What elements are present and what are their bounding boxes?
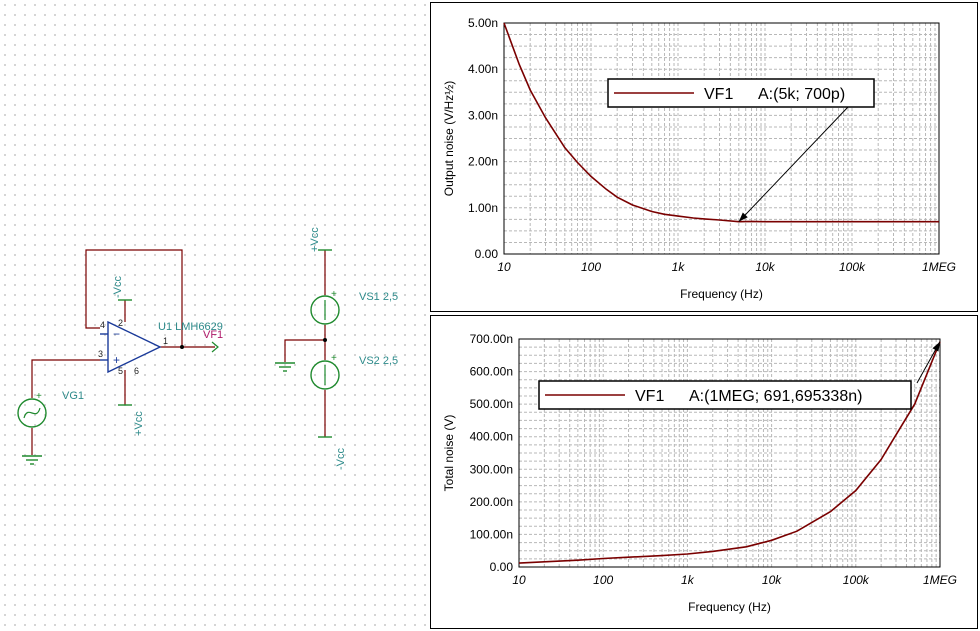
u1-plus-vcc-label: +Vcc — [133, 411, 145, 436]
vs2-plus-sign: + — [331, 353, 337, 364]
y-tick-label: 300.00n — [470, 462, 513, 476]
schematic-canvas[interactable]: − + 4 3 2 5 6 1 U1 LMH6629 VF1 -Vcc +Vcc… — [0, 0, 430, 631]
schematic-drawing: − + 4 3 2 5 6 1 U1 LMH6629 VF1 -Vcc +Vcc… — [17, 227, 398, 471]
y-axis-label: Total noise (V) — [442, 415, 456, 492]
x-tick-label: 10k — [762, 573, 782, 587]
x-tick-label: 100k — [843, 573, 870, 587]
pin-3-label: 3 — [98, 349, 103, 359]
x-tick-label: 100 — [593, 573, 613, 587]
annotation-arrow-head — [738, 212, 748, 222]
x-axis-label: Frequency (Hz) — [680, 287, 763, 301]
output-node — [180, 345, 184, 349]
vs-plus-vcc-label: +Vcc — [309, 227, 321, 252]
legend[interactable]: VF1 A:(1MEG; 691,695338n) — [538, 380, 912, 410]
y-tick-label: 3.00n — [468, 108, 498, 122]
grid — [519, 338, 940, 567]
legend-annotation: A:(1MEG; 691,695338n) — [689, 388, 862, 405]
vs1-plus-sign: + — [331, 289, 337, 300]
x-tick-label: 1MEG — [922, 260, 956, 274]
y-tick-label: 400.00n — [470, 430, 513, 444]
total-noise-chart[interactable]: 10 100 1k 10k 100k 1MEG 0.00 100.00n 200.00n 300.… — [431, 316, 979, 630]
annotation-arrow-line — [738, 106, 849, 223]
voltage-source-vs2-icon[interactable]: + — [310, 353, 340, 390]
y-tick-label: 600.00n — [470, 365, 513, 379]
pin-4-label: 4 — [100, 320, 105, 330]
legend[interactable]: VF1 A:(5k; 700p) — [607, 78, 875, 108]
series-line-VF1[interactable] — [503, 22, 939, 223]
probe-arrow-icon — [211, 341, 219, 353]
annotation-arrow-head — [932, 341, 940, 352]
y-tick-label: 4.00n — [468, 62, 498, 76]
ground-icon-supply — [275, 362, 295, 372]
x-tick-label: 100 — [581, 260, 601, 274]
vg1-plus-sign: + — [36, 391, 42, 402]
legend-annotation: A:(5k; 700p) — [758, 86, 845, 103]
pin-6-label: 6 — [134, 366, 139, 376]
pin-1-label: 1 — [163, 336, 168, 346]
opamp-label: U1 LMH6629 — [158, 321, 223, 333]
opamp-minus-sign: − — [113, 327, 120, 341]
voltage-source-vs1-icon[interactable]: + — [310, 289, 340, 325]
legend-series-name: VF1 — [704, 86, 733, 103]
supply-node — [323, 338, 327, 342]
pin-2-label: 2 — [118, 318, 123, 328]
grid — [504, 23, 939, 254]
pin-5-label: 5 — [118, 366, 123, 376]
x-tick-label: 10 — [512, 573, 526, 587]
wires — [31, 249, 326, 455]
vs2-label: VS2 2,5 — [359, 355, 398, 367]
y-axis-label: Output noise (V/Hz½) — [442, 81, 456, 196]
x-tick-label: 10 — [497, 260, 511, 274]
y-tick-label: 200.00n — [470, 495, 513, 509]
plot-frame — [503, 22, 940, 255]
x-tick-label: 100k — [839, 260, 866, 274]
opamp-u1 — [100, 320, 162, 374]
y-tick-label: 1.00n — [468, 201, 498, 215]
y-tick-label: 700.00n — [470, 332, 513, 346]
plot-frame — [518, 338, 941, 568]
opamp-plus-sign: + — [113, 353, 120, 367]
y-tick-label: 0.00 — [475, 247, 499, 261]
x-tick-label: 1k — [672, 260, 686, 274]
vs-minus-vcc-label: -Vcc — [335, 448, 347, 471]
x-tick-label: 1k — [681, 573, 695, 587]
x-tick-label: 10k — [755, 260, 775, 274]
legend-series-name: VF1 — [635, 388, 664, 405]
x-tick-label: 1MEG — [923, 573, 957, 587]
x-axis-label: Frequency (Hz) — [688, 600, 771, 614]
generator-label: VG1 — [62, 390, 84, 402]
output-noise-chart[interactable]: 10 100 1k 10k 100k 1MEG 0.00 1.00n 2.00n 3.00n 4.0… — [431, 3, 979, 313]
y-tick-label: 2.00n — [468, 155, 498, 169]
series-line-VF1[interactable] — [518, 341, 941, 564]
y-tick-label: 0.00 — [490, 560, 514, 574]
u1-minus-vcc-label: -Vcc — [112, 276, 124, 299]
y-tick-label: 500.00n — [470, 397, 513, 411]
generator-vg1-icon[interactable]: + — [17, 391, 47, 428]
y-tick-label: 100.00n — [470, 527, 513, 541]
ground-icon — [22, 455, 42, 465]
total-noise-panel[interactable]: 10 100 1k 10k 100k 1MEG 0.00 100.00n 200.00n 300.… — [430, 315, 978, 629]
output-noise-panel[interactable]: 10 100 1k 10k 100k 1MEG 0.00 1.00n 2.00n 3.00n 4.0… — [430, 2, 978, 312]
output-probe-label: VF1 — [203, 329, 223, 341]
vs1-label: VS1 2,5 — [359, 291, 398, 303]
y-tick-label: 5.00n — [468, 16, 498, 30]
